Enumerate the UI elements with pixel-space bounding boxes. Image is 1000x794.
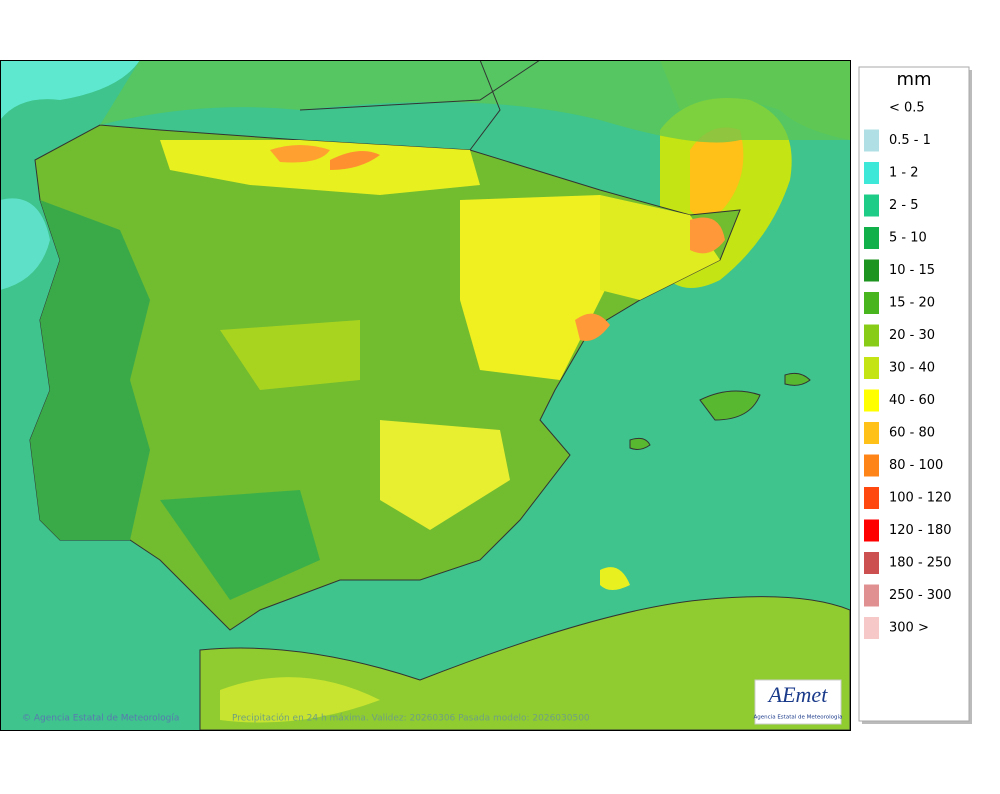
caption: Precipitación en 24 h máxima. Validez: 2… (232, 713, 590, 724)
legend-label: < 0.5 (889, 101, 925, 116)
legend-label: 80 - 100 (889, 458, 943, 473)
legend-label: 250 - 300 (889, 588, 952, 603)
logo: AEmet Agencia Estatal de Meteorología (754, 679, 843, 725)
map (0, 60, 850, 730)
legend-label: 0.5 - 1 (889, 133, 931, 148)
legend-label: 180 - 250 (889, 556, 952, 571)
legend-label: 20 - 30 (889, 328, 935, 343)
legend-swatch (864, 324, 879, 347)
legend-swatch (864, 292, 879, 314)
legend-label: 1 - 2 (889, 166, 919, 181)
legend-label: 10 - 15 (889, 263, 935, 278)
legend-swatch (864, 357, 879, 379)
map-frame (0, 60, 851, 731)
legend-swatch (864, 519, 879, 542)
legend-label: 300 > (889, 621, 929, 636)
legend-swatch (864, 259, 879, 282)
legend-swatch (864, 552, 879, 574)
legend-swatch (864, 162, 879, 184)
legend-swatch (864, 422, 879, 444)
legend-swatch (864, 487, 879, 509)
legend-swatch (864, 227, 879, 249)
legend-swatch (864, 129, 879, 152)
legend-swatch (864, 194, 879, 217)
legend-label: 15 - 20 (889, 296, 935, 311)
legend-title: mm (896, 69, 931, 90)
legend: mm < 0.5 0.5 - 1 1 - 2 2 - 5 5 - 10 10 - 15 15… (858, 66, 972, 724)
logo-subtitle: Agencia Estatal de Meteorología (754, 714, 843, 721)
credit: © Agencia Estatal de Meteorología (22, 714, 179, 724)
legend-label: 30 - 40 (889, 361, 935, 376)
legend-label: 40 - 60 (889, 393, 935, 408)
legend-label: 100 - 120 (889, 491, 952, 506)
legend-label: 2 - 5 (889, 198, 919, 213)
logo-name: AEmet (767, 682, 829, 707)
legend-swatch (864, 389, 879, 412)
legend-swatch (864, 617, 879, 639)
legend-label: 120 - 180 (889, 523, 952, 538)
legend-label: 60 - 80 (889, 426, 935, 441)
legend-swatch (864, 584, 879, 607)
legend-swatch (864, 454, 879, 477)
legend-label: 5 - 10 (889, 231, 927, 246)
